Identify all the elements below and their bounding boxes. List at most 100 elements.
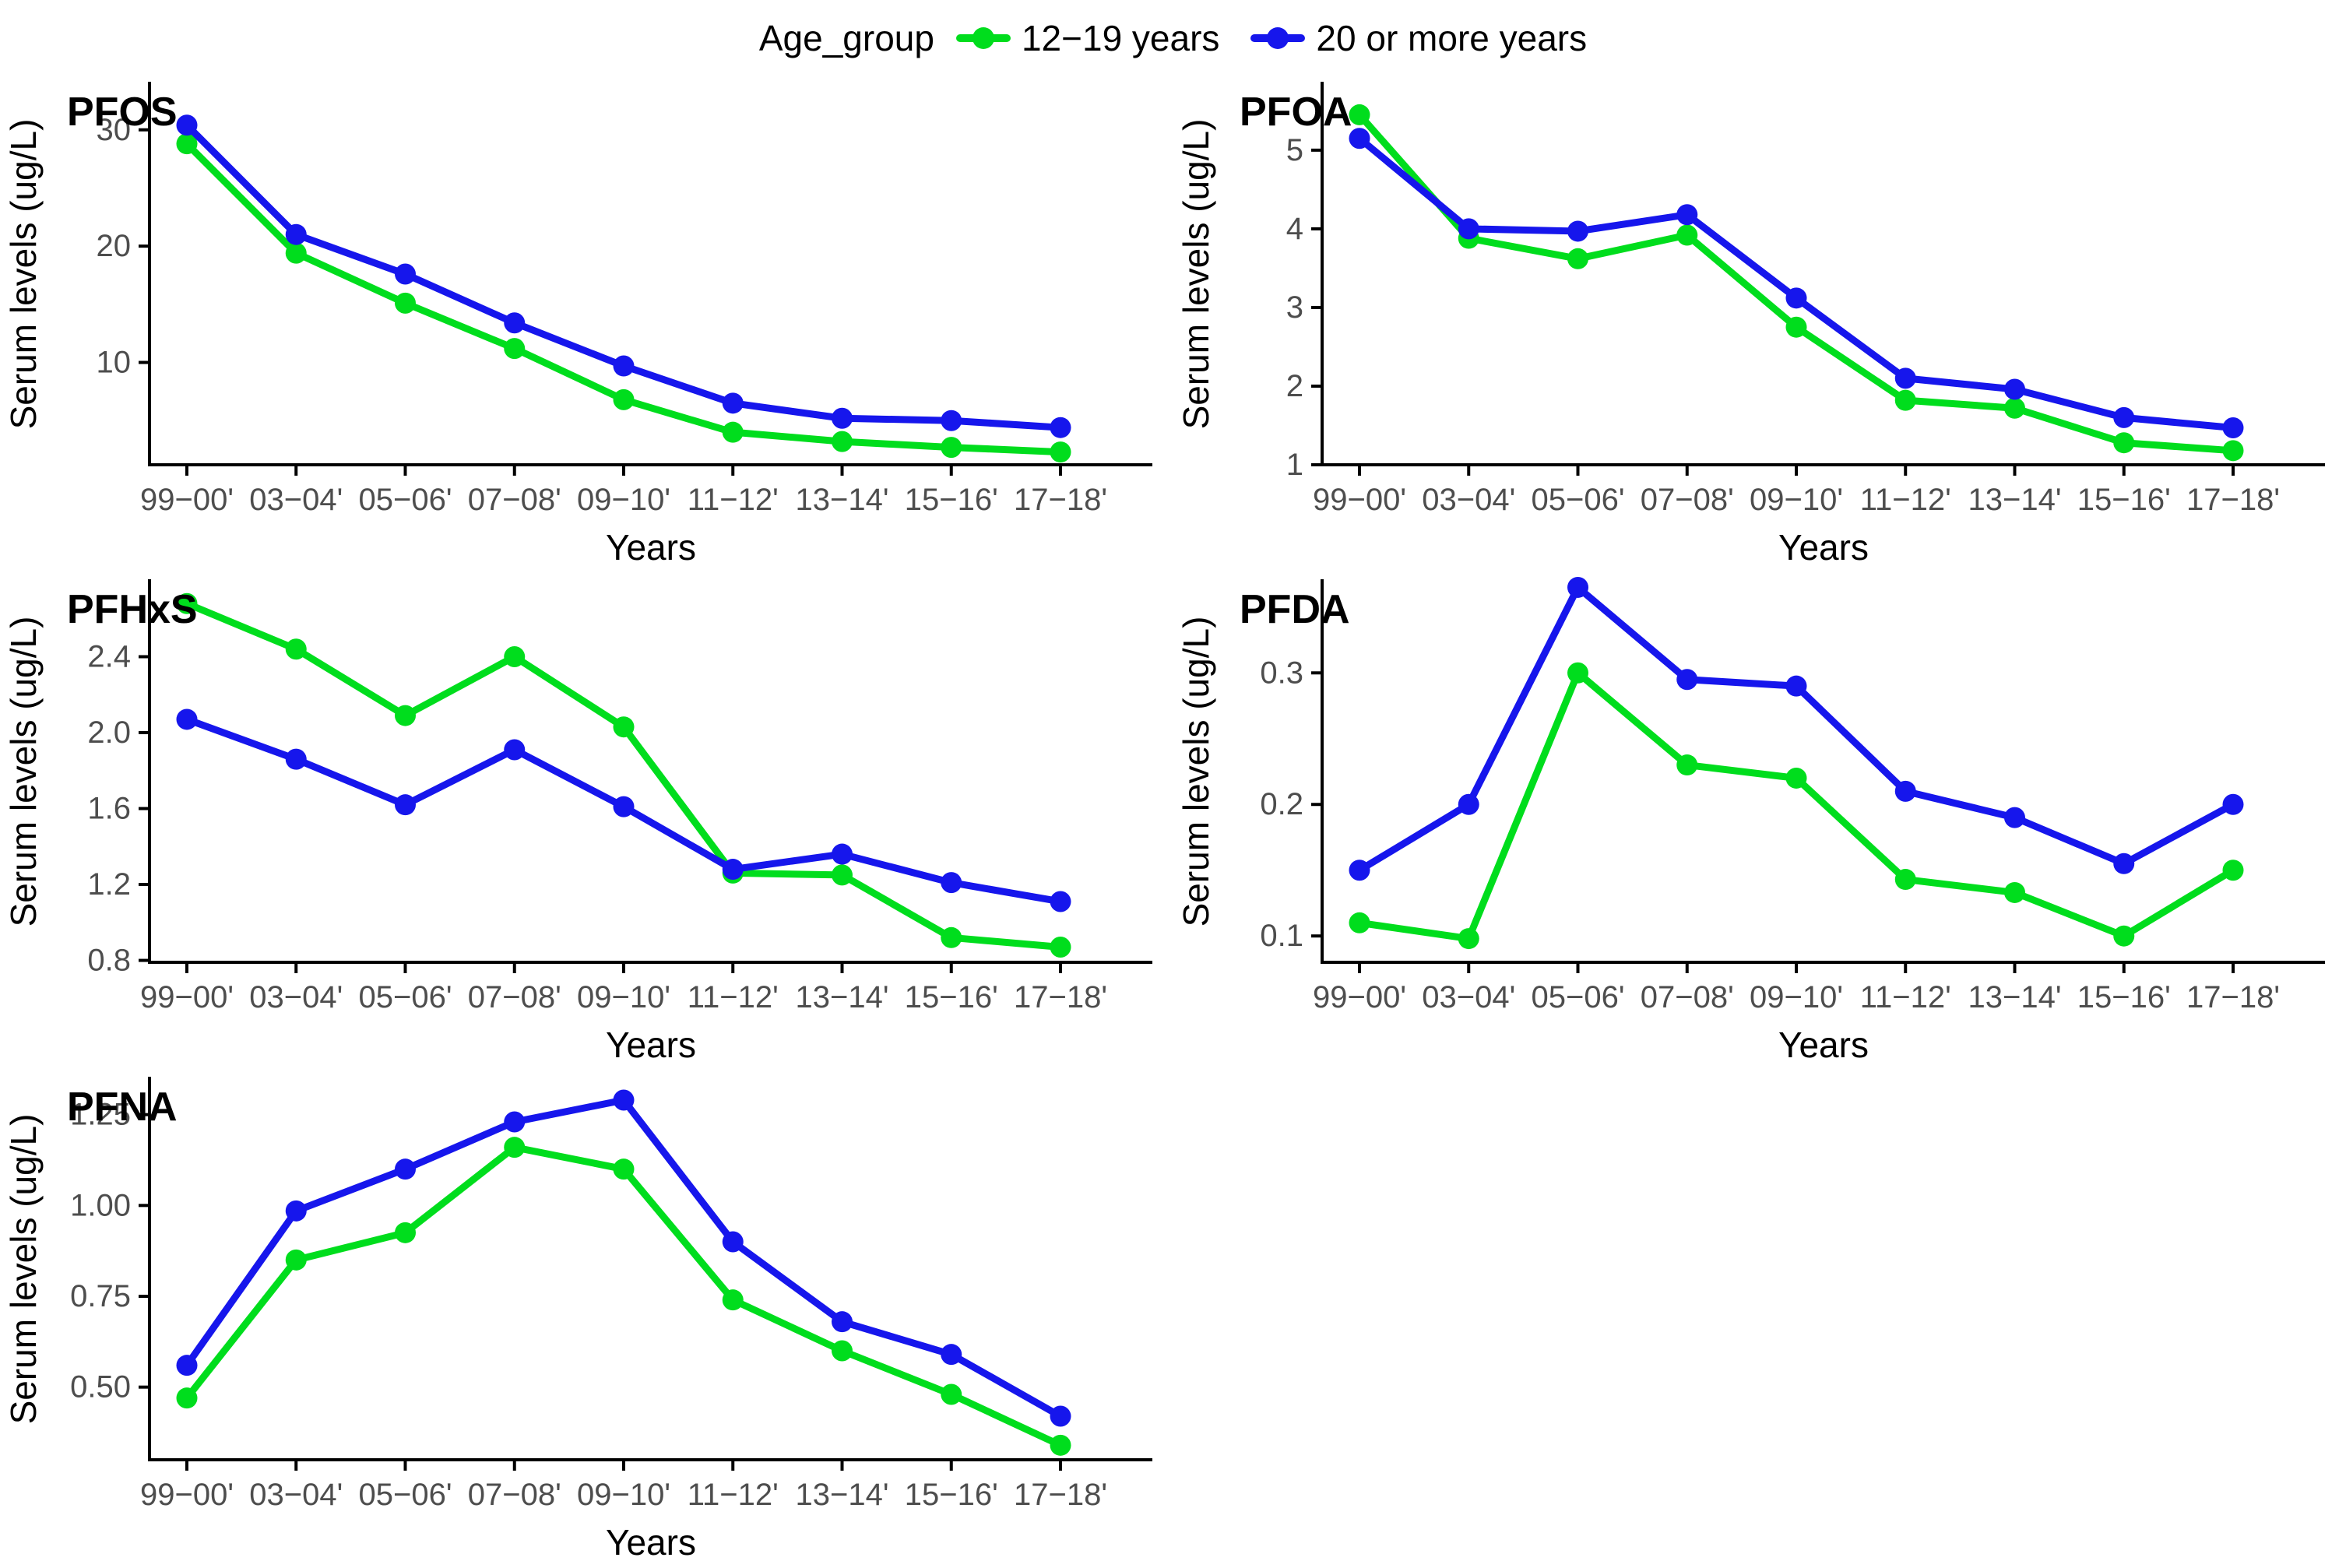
data-point <box>285 638 307 660</box>
x-tick-label: 05−06' <box>1532 980 1625 1014</box>
x-tick-label: 13−14' <box>796 980 889 1014</box>
legend-label: 20 or more years <box>1316 17 1588 58</box>
y-tick-label: 1.25 <box>70 1098 131 1132</box>
data-point <box>1785 675 1807 697</box>
data-point <box>1050 891 1071 912</box>
data-point <box>395 1158 416 1180</box>
data-point <box>504 739 526 761</box>
data-point <box>722 1231 744 1253</box>
legend-item-20-or-more-years: 20 or more years <box>1250 17 1587 59</box>
x-tick-label: 15−16' <box>2077 980 2171 1014</box>
y-tick-label: 0.3 <box>1260 656 1303 690</box>
x-tick-label: 07−08' <box>1641 980 1734 1014</box>
y-tick-label: 0.75 <box>70 1279 131 1313</box>
data-point <box>285 1249 307 1271</box>
x-tick-label: 09−10' <box>577 980 670 1014</box>
data-point <box>1458 793 1479 815</box>
x-axis-label: Years <box>606 1025 696 1065</box>
series-line <box>1356 111 2237 455</box>
data-point <box>285 1200 307 1222</box>
series-line <box>1356 583 2237 874</box>
data-point <box>832 843 853 865</box>
data-point <box>395 705 416 726</box>
x-tick-label: 99−00' <box>140 1478 234 1512</box>
legend: Age_group 12−19 years 20 or more years <box>0 0 2346 76</box>
data-point <box>1349 104 1370 125</box>
y-axis-label: Serum levels (ug/L) <box>3 119 44 430</box>
data-point <box>2004 881 2025 903</box>
x-tick-label: 15−16' <box>905 483 998 517</box>
y-tick-label: 10 <box>97 346 132 380</box>
x-tick-label: 15−16' <box>2077 483 2171 517</box>
x-tick-label: 17−18' <box>2186 980 2280 1014</box>
data-point <box>2222 793 2244 815</box>
x-tick-label: 05−06' <box>359 980 452 1014</box>
y-tick-label: 0.2 <box>1260 787 1303 821</box>
data-point <box>1567 220 1588 242</box>
data-point <box>2222 440 2244 462</box>
x-tick-label: 17−18' <box>2186 483 2280 517</box>
x-tick-label: 13−14' <box>1968 980 2062 1014</box>
data-point <box>832 431 853 452</box>
series-line <box>183 1096 1064 1420</box>
data-point <box>722 421 744 443</box>
data-point <box>504 312 526 334</box>
data-point <box>2004 397 2025 419</box>
x-tick-label: 17−18' <box>1014 1478 1107 1512</box>
x-tick-label: 17−18' <box>1014 980 1107 1014</box>
x-tick-label: 11−12' <box>1860 483 1951 517</box>
data-point <box>613 1089 635 1111</box>
y-tick-label: 2.4 <box>87 640 131 674</box>
y-tick-label: 20 <box>97 229 132 263</box>
x-tick-label: 05−06' <box>359 483 452 517</box>
data-point <box>1676 204 1698 226</box>
series-line <box>183 599 1064 951</box>
series-line <box>183 1144 1064 1449</box>
data-point <box>1676 224 1698 246</box>
data-point <box>2113 406 2135 428</box>
data-point <box>1349 912 1370 933</box>
data-point <box>1567 662 1588 684</box>
data-point <box>1894 389 1916 411</box>
data-point <box>613 355 635 377</box>
data-point <box>613 716 635 738</box>
data-point <box>285 748 307 770</box>
data-point <box>2113 432 2135 454</box>
chart-pfoa: 1 2 3 4 5 99−00' 03−04' 05−06' 07−08' 09−10' 11−12… <box>1176 82 2325 568</box>
data-point <box>941 410 962 431</box>
x-axis-label: Years <box>606 1522 696 1563</box>
x-tick-label: 99−00' <box>140 980 234 1014</box>
data-point <box>722 859 744 881</box>
data-point <box>832 1340 853 1362</box>
y-tick-label: 0.50 <box>70 1370 131 1405</box>
data-point <box>1349 860 1370 881</box>
data-point <box>2222 417 2244 439</box>
x-axis-label: Years <box>606 527 696 568</box>
series-line <box>183 121 1064 431</box>
data-point <box>722 392 744 414</box>
data-point <box>613 388 635 410</box>
x-tick-label: 03−04' <box>249 483 343 517</box>
data-point <box>1458 218 1479 240</box>
data-point <box>1349 128 1370 149</box>
panel-pfos: 10 20 30 99−00' 03−04' 05−06' 07−08' 09−10' 11−1… <box>0 76 1173 573</box>
data-point <box>504 338 526 360</box>
panel-title: PFHxS <box>67 587 198 632</box>
panel-title: PFOS <box>67 90 178 135</box>
x-tick-label: 09−10' <box>577 483 670 517</box>
panel-title: PFDA <box>1240 587 1350 632</box>
chart-pfhxs: 0.8 1.2 1.6 2.0 2.4 99−00' 03−04' 05−06' 07−08' 0… <box>3 579 1152 1065</box>
data-point <box>832 407 853 429</box>
x-tick-label: 13−14' <box>1968 483 2062 517</box>
legend-items: 12−19 years 20 or more years <box>955 17 1587 59</box>
legend-title: Age_group <box>758 17 934 58</box>
y-tick-label: 3 <box>1286 290 1303 325</box>
data-point <box>2004 378 2025 400</box>
x-tick-label: 99−00' <box>1313 483 1406 517</box>
data-point <box>1050 417 1071 438</box>
chart-pfda: 0.1 0.2 0.3 99−00' 03−04' 05−06' 07−08' 09−10' 1… <box>1176 576 2325 1065</box>
legend-label: 12−19 years <box>1021 17 1220 58</box>
y-tick-label: 5 <box>1286 133 1303 167</box>
y-tick-label: 0.8 <box>87 944 131 978</box>
data-point <box>1567 576 1588 598</box>
